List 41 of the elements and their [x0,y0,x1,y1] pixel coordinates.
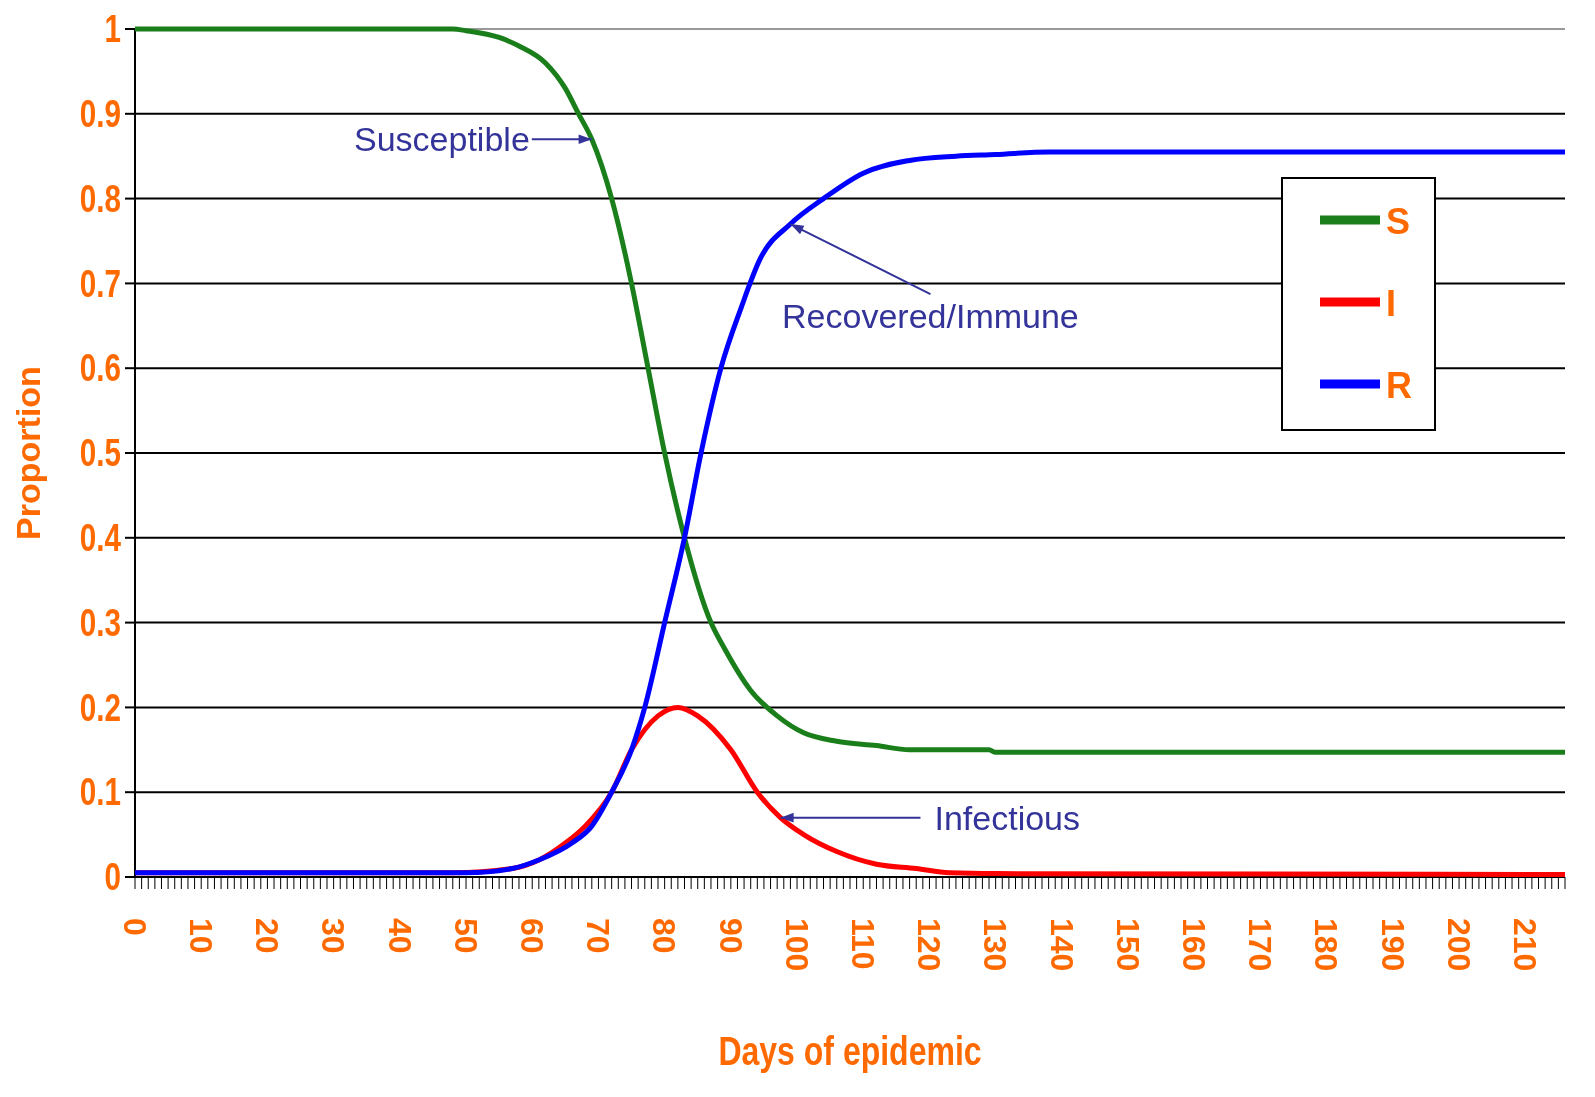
x-tick-label: 160 [1176,918,1213,972]
x-tick-label: 180 [1308,918,1345,972]
x-tick-label: 80 [646,918,683,954]
legend-label: I [1386,282,1397,324]
x-tick-label: 110 [845,918,882,970]
y-tick-label: 0.9 [79,92,121,135]
legend-label: S [1386,200,1411,242]
x-tick-label: 190 [1374,918,1411,972]
y-tick-label: 0.8 [79,177,121,220]
x-tick-label: 50 [447,918,484,954]
x-tick-label: 140 [1043,918,1080,972]
x-tick-label: 0 [116,918,153,936]
x-tick-label: 120 [911,918,948,972]
annotation: Susceptible [354,120,530,159]
y-tick-label: 0 [104,855,121,899]
x-tick-label: 100 [778,918,815,972]
legend-label: R [1386,364,1412,406]
x-tick-label: 150 [1109,918,1146,972]
x-tick-label: 90 [712,918,749,954]
x-tick-label: 20 [249,918,286,954]
y-tick-label: 0.7 [79,262,121,305]
x-axis-title: Days of epidemic [718,1028,982,1074]
y-tick-label: 1 [104,7,121,51]
y-tick-label: 0.5 [79,431,121,475]
y-tick-label: 0.2 [79,686,121,729]
annotation: Recovered/Immune [782,296,1079,335]
y-axis-title: Proportion [9,366,47,540]
x-tick-label: 130 [977,918,1014,972]
y-tick-label: 0.6 [79,346,121,390]
x-tick-label: 30 [315,918,352,954]
x-tick-label: 70 [580,918,617,954]
annotation: Infectious [934,798,1081,837]
y-tick-label: 0.1 [79,770,121,814]
x-tick-label: 40 [381,918,418,954]
x-tick-label: 210 [1507,918,1544,972]
y-tick-label: 0.3 [79,601,121,644]
y-tick-label: 0.4 [79,516,122,559]
x-tick-label: 60 [514,918,551,954]
x-tick-label: 170 [1242,918,1279,972]
x-tick-label: 10 [183,918,219,954]
x-tick-label: 200 [1440,918,1477,972]
